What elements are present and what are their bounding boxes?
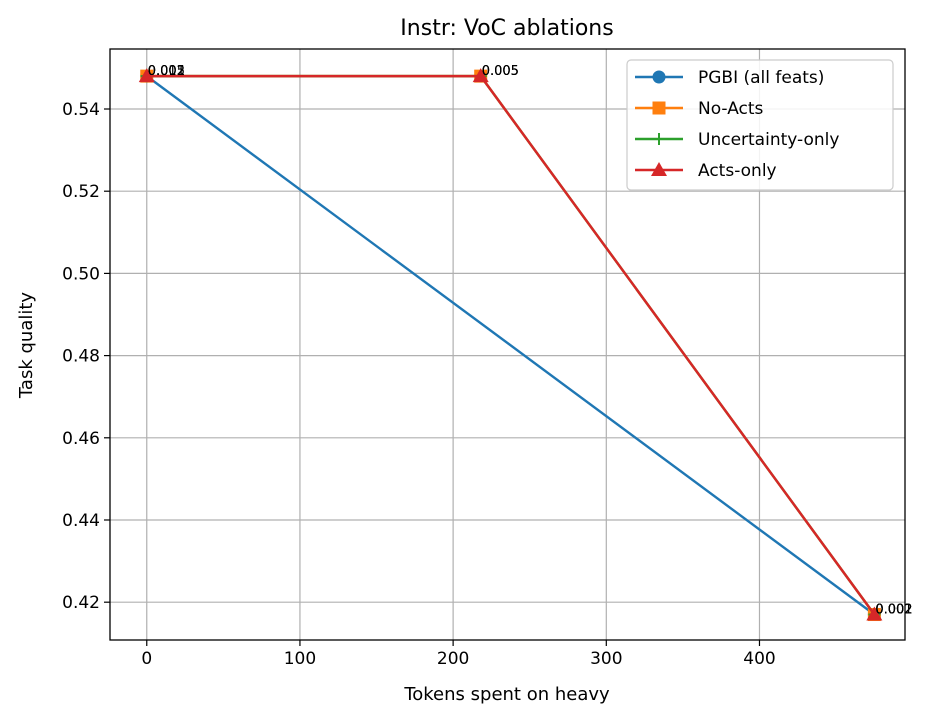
y-tick-label: 0.46 — [62, 429, 100, 449]
legend: PGBI (all feats) No-Acts Uncertainty-only A… — [626, 59, 894, 191]
data-label: 0.002 — [875, 603, 912, 618]
data-label: 0.005 — [482, 64, 519, 79]
data-label: 0.015 — [148, 64, 185, 79]
series-group — [138, 68, 883, 622]
grid — [110, 49, 905, 640]
legend-label: PGBI (all feats) — [698, 68, 824, 88]
legend-marker — [652, 101, 666, 115]
data-label: 0.002 — [148, 64, 185, 79]
plot-frame — [109, 48, 906, 641]
data-label: 0.002 — [875, 603, 912, 618]
y-tick-label: 0.48 — [62, 347, 100, 367]
legend-label: Uncertainty-only — [698, 130, 839, 150]
data-label: 0.001 — [148, 64, 185, 79]
legend-marker — [651, 162, 667, 176]
data-label: 0.002 — [875, 603, 912, 618]
data-label: 0.001 — [875, 603, 912, 618]
legend-marker — [652, 70, 666, 84]
y-tick-label: 0.42 — [62, 593, 100, 613]
x-tick-label: 100 — [284, 649, 316, 669]
legend-label: Acts-only — [698, 161, 777, 181]
data-label: 0.005 — [482, 64, 519, 79]
x-axis-label: Tokens spent on heavy — [403, 684, 610, 705]
x-tick-label: 300 — [590, 649, 622, 669]
y-tick-label: 0.44 — [62, 511, 100, 531]
legend-marker — [653, 133, 665, 145]
y-tick-label: 0.52 — [62, 182, 100, 202]
data-point — [138, 68, 155, 83]
chart-title: Instr: VoC ablations — [400, 16, 613, 41]
series-line — [146, 75, 876, 616]
x-tick-label: 0 — [141, 649, 152, 669]
data-point — [866, 606, 883, 621]
data-label: 0.005 — [482, 64, 519, 79]
data-point — [472, 68, 489, 83]
x-tick-label: 400 — [743, 649, 775, 669]
y-tick-label: 0.50 — [62, 264, 100, 284]
x-tick-label: 200 — [437, 649, 469, 669]
legend-box — [626, 59, 894, 191]
axes: 0 100 200 300 400 0.42 0.44 0.46 0.48 0.50 0.52 0.5… — [62, 48, 906, 669]
legend-label: No-Acts — [698, 99, 764, 119]
data-label: 0.002 — [148, 64, 185, 79]
y-tick-label: 0.54 — [62, 100, 100, 120]
y-axis-label: Task quality — [16, 292, 37, 399]
